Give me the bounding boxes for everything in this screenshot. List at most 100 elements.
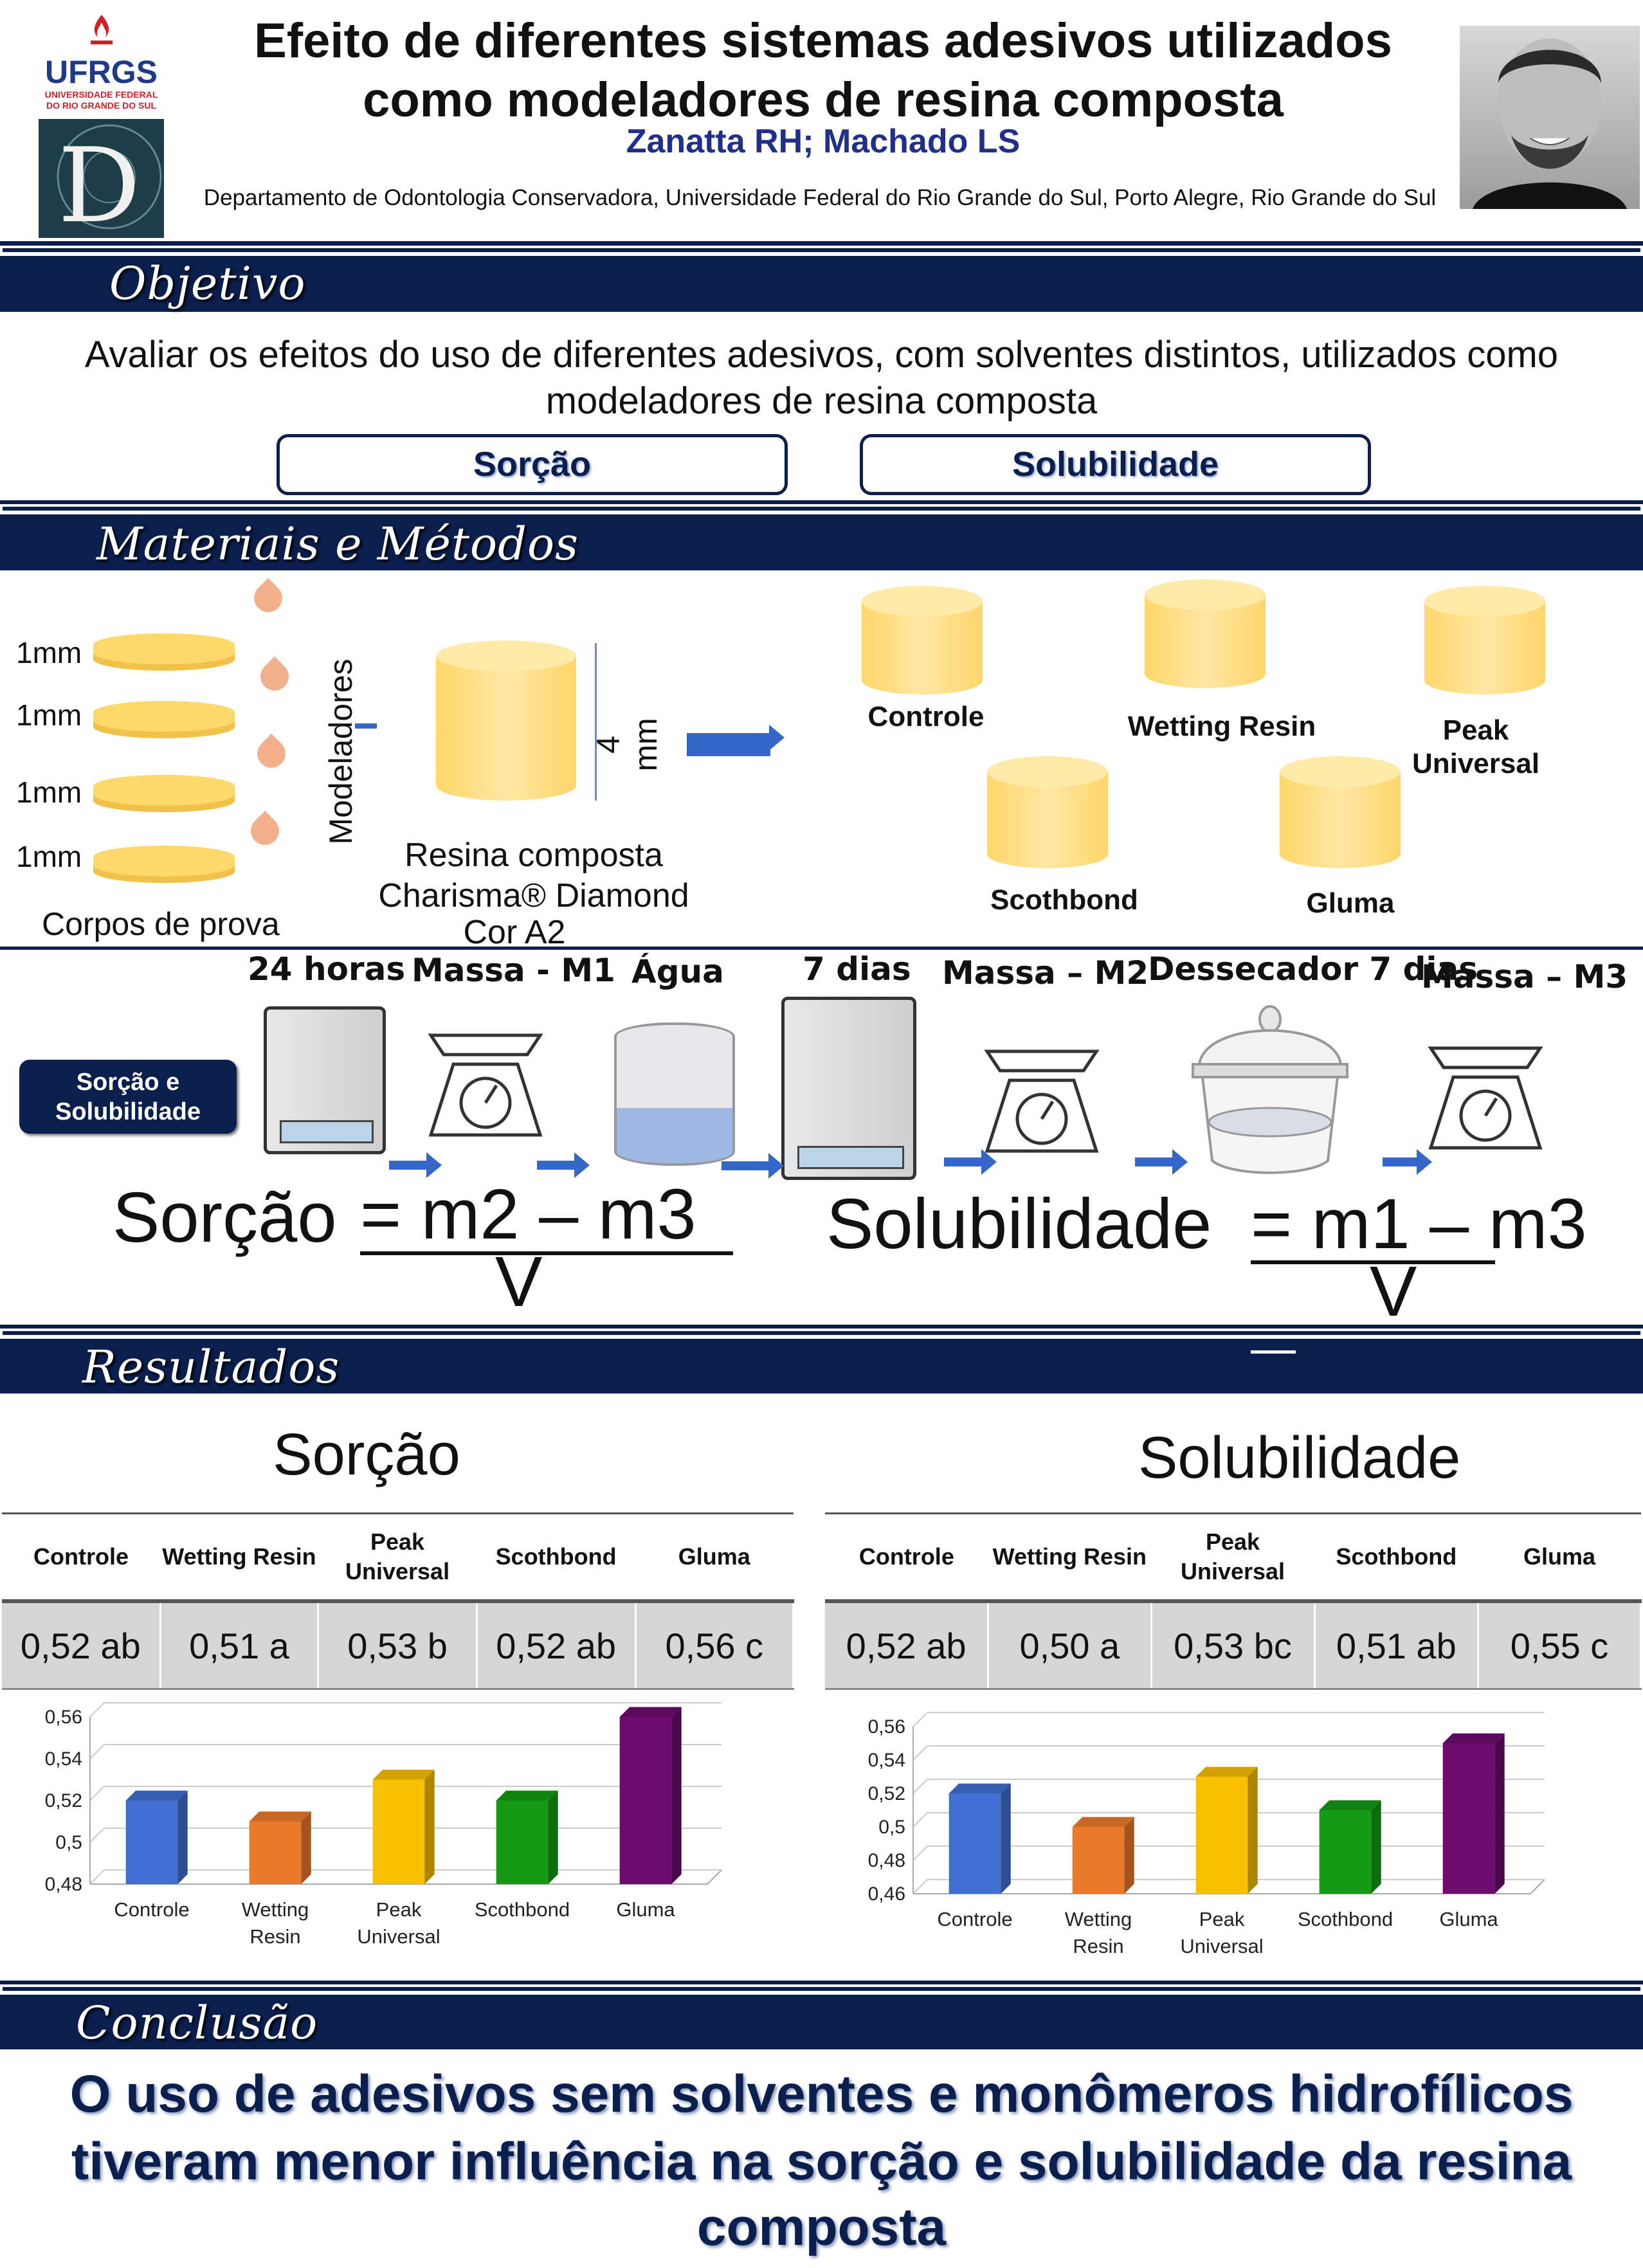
bar — [496, 1801, 549, 1884]
arrow-icon — [944, 1149, 997, 1175]
results-title-sorcao: Sorção — [273, 1422, 460, 1487]
y-tick-label: 0,56 — [45, 1707, 82, 1728]
bar-side — [424, 1770, 435, 1884]
arrow-icon — [1135, 1149, 1188, 1175]
table-cell: 0,53 b — [318, 1601, 478, 1690]
bar — [1442, 1743, 1495, 1894]
step-label: Massa – M2 — [942, 954, 1149, 992]
department-logo-letter: D — [58, 125, 141, 238]
table-header-cell: Wetting Resin — [988, 1512, 1152, 1603]
step-label: Dessecador 7 dias — [1148, 950, 1478, 988]
group-cylinder — [862, 586, 983, 694]
table-header-cell: Gluma — [635, 1512, 794, 1603]
ufrgs-logo: UFRGS UNIVERSIDADE FEDERAL DO RIO GRANDE… — [35, 10, 167, 116]
dimension-label: 4 mm — [590, 718, 664, 772]
y-tick-label: 0,48 — [868, 1850, 905, 1871]
scale-icon — [1428, 1046, 1543, 1150]
bar-top — [1072, 1817, 1134, 1827]
y-tick-label: 0,48 — [45, 1874, 82, 1895]
bar-side — [177, 1790, 188, 1884]
fraction-bar — [360, 1251, 733, 1255]
corpos-de-prova-label: Corpos de prova — [42, 906, 280, 942]
grid-line — [912, 1745, 928, 1761]
bar-side — [1371, 1800, 1381, 1894]
table-header-cell: Peak Universal — [1151, 1512, 1315, 1603]
x-tick-label: Controle — [937, 1908, 1012, 1930]
group-cylinder — [1424, 586, 1545, 694]
scale-icon — [428, 1033, 543, 1137]
bar-top — [125, 1790, 188, 1801]
y-tick-label: 0,5 — [878, 1817, 905, 1838]
section-band-objetivo — [0, 256, 1643, 312]
solubilidade-bar-chart: 0,46 0,48 0,5 0,52 0,54 0,56 Controle Wetting Re… — [868, 1712, 1545, 1957]
formula-sol-left: Solubilidade — [826, 1184, 1212, 1264]
conclusion-line-1: O uso de adesivos sem solventes e monôme… — [69, 2065, 1574, 2123]
pill-sorcao: Sorção — [277, 434, 788, 495]
grid-line — [89, 1744, 105, 1759]
x-tick-label: Gluma — [1439, 1908, 1498, 1930]
bar-side — [301, 1811, 311, 1884]
process-label-box: Sorção e Solubilidade — [19, 1060, 237, 1134]
table-header-cell: Gluma — [1478, 1512, 1641, 1603]
table-cell: 0,53 bc — [1151, 1601, 1316, 1690]
bar — [1072, 1827, 1125, 1894]
table-cell: 0,56 c — [635, 1601, 795, 1690]
section-divider-4 — [0, 1981, 1643, 1984]
layer-label: 1mm — [16, 636, 82, 669]
step-label: Massa - M1 — [412, 952, 615, 989]
authors: Zanatta RH; Machado LS — [626, 123, 1021, 160]
group-label-controle: Controle — [867, 701, 985, 732]
grid-line — [89, 1869, 105, 1885]
group-cylinder — [1280, 756, 1401, 868]
minus-mark — [1251, 1350, 1296, 1354]
x-tick-label: Gluma — [616, 1898, 675, 1921]
bar — [1319, 1810, 1372, 1894]
table-header-row: Controle Wetting Resin Peak Universal Sco… — [2, 1512, 794, 1603]
bar — [372, 1779, 425, 1884]
conclusion-line-2: tiveram menor influência na sorção e sol… — [71, 2132, 1572, 2191]
grid-line — [89, 1702, 105, 1718]
bar-top — [949, 1783, 1011, 1793]
specimen-layer — [93, 633, 235, 671]
desiccator-icon — [1192, 1005, 1348, 1174]
bar-top — [249, 1811, 311, 1822]
layer-label: 1mm — [16, 840, 82, 873]
affiliation: Departamento de Odontologia Conservadora… — [203, 185, 1437, 210]
formula-sol-denominator: V — [1370, 1252, 1417, 1331]
step-label: Massa – M3 — [1421, 958, 1628, 995]
specimen-layer — [93, 775, 235, 812]
x-tick-label: Scothbond — [475, 1898, 570, 1921]
floor-edge — [1530, 1879, 1545, 1894]
resin-cylinder — [436, 640, 576, 801]
bar-side — [671, 1707, 682, 1884]
table-header-cell: Scothbond — [1314, 1512, 1478, 1603]
table-row: 0,52 ab 0,50 a 0,53 bc 0,51 ab 0,55 c — [825, 1601, 1642, 1690]
y-tick-label: 0,46 — [868, 1883, 905, 1905]
y-tick-label: 0,52 — [45, 1790, 82, 1811]
x-tick-label: Wetting — [1065, 1908, 1132, 1930]
group-label-peak-universal: Peak Universal — [1412, 714, 1540, 779]
grid-line — [912, 1712, 928, 1727]
dimension-line — [595, 643, 597, 801]
solubilidade-table: Controle Wetting Resin Peak Universal Sco… — [825, 1512, 1642, 1690]
grid-line — [912, 1846, 928, 1861]
grid-line — [89, 1828, 105, 1843]
x-tick-label: Resin — [1073, 1935, 1123, 1957]
objective-text-2: modeladores de resina composta — [545, 380, 1098, 422]
section-divider-2 — [0, 947, 1643, 950]
table-cell: 0,55 c — [1478, 1601, 1642, 1690]
x-tick-label: Universal — [1180, 1935, 1263, 1957]
arrow-icon — [687, 725, 785, 756]
arrow-icon — [389, 1152, 442, 1178]
grid-line — [912, 1879, 928, 1894]
grid-line — [89, 1786, 105, 1801]
objective-text-1: Avaliar os efeitos do uso de diferentes … — [84, 334, 1559, 376]
bar-side — [1494, 1733, 1505, 1894]
logo-text: UFRGS — [45, 54, 158, 90]
group-cylinder — [987, 756, 1108, 868]
table-cell: 0,52 ab — [2, 1601, 161, 1690]
drop-icon — [254, 656, 295, 697]
x-tick-label: Peak — [1199, 1908, 1245, 1930]
bar-side — [548, 1790, 558, 1884]
section-title-objetivo: Objetivo — [109, 257, 306, 310]
